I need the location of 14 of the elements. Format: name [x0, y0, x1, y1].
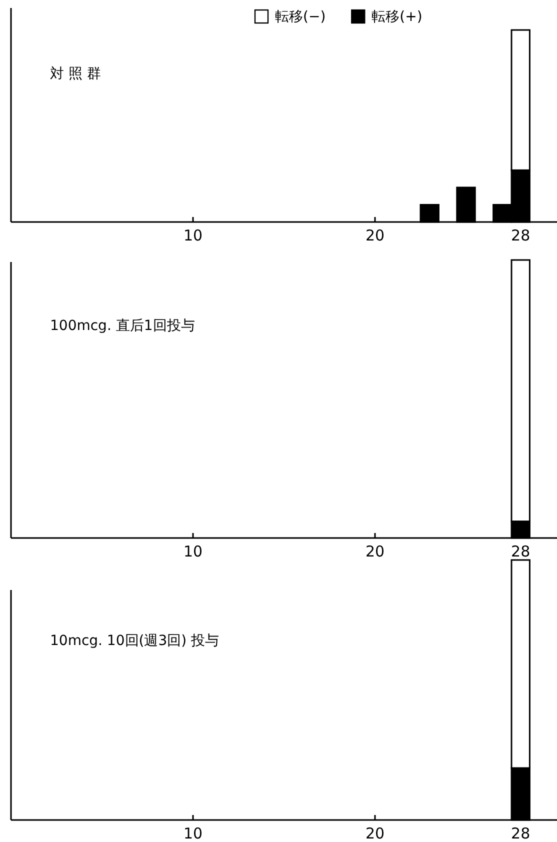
text: 100mcg. 直后1回投与	[50, 318, 195, 334]
text: 10mcg. 10回(週3回) 投与	[50, 633, 220, 649]
x-tick-label: 28	[511, 542, 530, 561]
legend-label: 転移(+)	[372, 9, 422, 25]
text: 対 照 群	[50, 66, 101, 82]
x-tick-label: 10	[183, 542, 203, 561]
x-tick-label: 20	[365, 542, 385, 561]
x-tick-label: 28	[511, 824, 530, 842]
x-tick-label: 28	[511, 226, 530, 245]
x-tick-label: 20	[365, 226, 385, 245]
x-tick-label: 10	[183, 824, 203, 842]
x-tick-label: 10	[183, 226, 203, 245]
legend-label: 転移(−)	[275, 9, 326, 25]
x-tick-label: 20	[365, 824, 385, 842]
